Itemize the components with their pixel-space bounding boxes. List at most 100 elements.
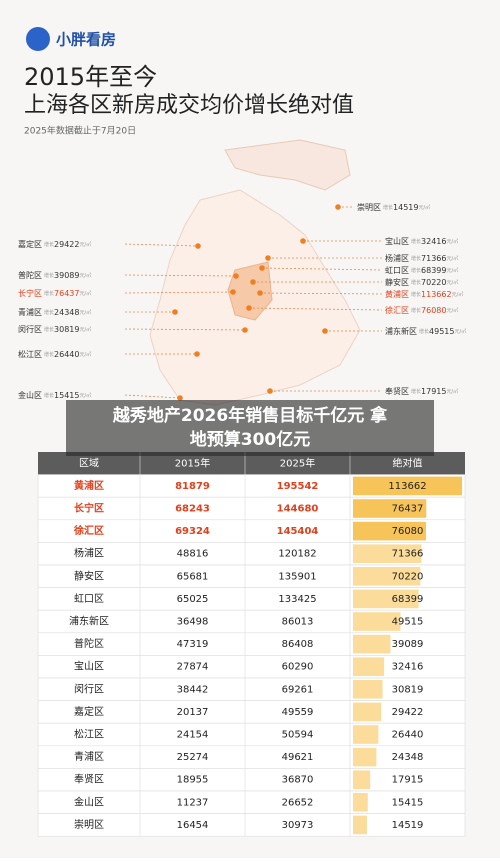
map-center xyxy=(227,261,273,321)
unit: 元/㎡ xyxy=(446,279,458,286)
unit: 元/㎡ xyxy=(79,351,91,358)
cell: 24348 xyxy=(392,752,424,763)
prefix: 增长 xyxy=(411,255,421,262)
cell: 虹口区 xyxy=(74,593,104,605)
cell: 14519 xyxy=(392,820,424,831)
cell: 闵行区 xyxy=(74,682,104,695)
cell: 20137 xyxy=(177,707,209,718)
column-header: 2015年 xyxy=(175,456,210,469)
value: 68399 xyxy=(421,266,446,275)
value: 76437 xyxy=(54,289,79,298)
bar xyxy=(353,544,422,563)
bar xyxy=(353,657,385,676)
cell: 崇明区 xyxy=(74,819,104,831)
cell: 24154 xyxy=(177,730,209,741)
value: 113662 xyxy=(421,290,452,299)
district: 静安区 xyxy=(385,277,409,287)
cell: 133425 xyxy=(278,594,316,605)
map-dot xyxy=(172,309,178,315)
bar xyxy=(353,476,462,496)
value: 49515 xyxy=(429,327,454,336)
map-dot xyxy=(250,279,256,285)
bar xyxy=(353,634,391,654)
map-dot xyxy=(230,289,236,295)
cell: 71366 xyxy=(392,549,424,560)
cell: 49515 xyxy=(392,617,424,628)
cell: 145404 xyxy=(277,526,319,537)
district: 徐汇区 xyxy=(385,305,409,315)
banner-text: 越秀地产2026年销售目标千亿元 拿 xyxy=(112,405,388,426)
map-dot xyxy=(195,243,201,249)
value: 14519 xyxy=(393,203,418,212)
cell: 15415 xyxy=(392,797,424,808)
map-label: 长宁区 增长76437元/㎡ xyxy=(18,288,91,298)
map-dot xyxy=(267,388,273,394)
cell: 嘉定区 xyxy=(74,705,104,718)
title: 上海各区新房成交均价增长绝对值 xyxy=(24,93,354,118)
cell: 50594 xyxy=(282,730,314,741)
unit: 元/㎡ xyxy=(446,388,458,395)
unit: 元/㎡ xyxy=(79,290,91,297)
cell: 49621 xyxy=(282,752,314,763)
cell: 11237 xyxy=(177,797,209,808)
value: 24348 xyxy=(54,308,79,317)
map-label: 虹口区 增长68399元/㎡ xyxy=(385,266,458,275)
value: 26440 xyxy=(54,350,79,359)
cell: 16454 xyxy=(177,820,209,831)
map-label: 嘉定区 增长29422元/㎡ xyxy=(18,239,91,249)
cell: 青浦区 xyxy=(74,750,104,763)
prefix: 增长 xyxy=(44,272,54,279)
cell: 30973 xyxy=(282,820,314,831)
cell: 徐汇区 xyxy=(73,524,104,537)
map-island xyxy=(224,139,351,191)
district: 嘉定区 xyxy=(18,239,42,249)
map-label: 浦东新区 增长49515元/㎡ xyxy=(385,326,466,336)
value: 39089 xyxy=(54,271,79,280)
map-label: 松江区 增长26440元/㎡ xyxy=(18,349,91,359)
bar xyxy=(353,521,426,541)
district: 浦东新区 xyxy=(385,326,417,336)
leader-line xyxy=(261,267,383,271)
cell: 195542 xyxy=(277,481,319,492)
brand: 小胖看房 xyxy=(56,31,116,49)
cell: 18955 xyxy=(177,775,209,786)
cell: 49559 xyxy=(282,707,314,718)
bar xyxy=(353,612,401,631)
cell: 36870 xyxy=(282,775,314,786)
leader-line xyxy=(124,274,237,277)
bar xyxy=(353,702,382,722)
cell: 金山区 xyxy=(74,795,104,808)
unit: 元/㎡ xyxy=(79,326,91,333)
cell: 29422 xyxy=(392,707,424,718)
prefix: 增长 xyxy=(411,267,421,274)
leader-line xyxy=(124,328,246,331)
column-header: 区域 xyxy=(79,456,99,469)
unit: 元/㎡ xyxy=(79,309,91,316)
cell: 69261 xyxy=(282,684,314,695)
table-header-bg xyxy=(38,452,465,475)
cell: 120182 xyxy=(278,549,316,560)
unit: 元/㎡ xyxy=(79,392,91,399)
unit: 元/㎡ xyxy=(79,241,91,248)
cell: 70220 xyxy=(392,571,424,582)
prefix: 增长 xyxy=(411,279,421,286)
district: 闵行区 xyxy=(18,324,42,334)
title: 2015年至今 xyxy=(24,63,157,91)
district: 长宁区 xyxy=(18,288,42,298)
cell: 68243 xyxy=(175,504,210,515)
cell: 浦东新区 xyxy=(69,615,109,628)
cell: 86408 xyxy=(282,639,314,650)
cell: 25274 xyxy=(177,752,209,763)
unit: 元/㎡ xyxy=(446,267,458,274)
cell: 47319 xyxy=(177,639,209,650)
bar xyxy=(353,815,367,835)
cell: 48816 xyxy=(177,549,209,560)
cell: 60290 xyxy=(282,662,314,673)
prefix: 增长 xyxy=(411,238,421,245)
column-header: 2025年 xyxy=(280,456,315,469)
cell: 黄浦区 xyxy=(74,479,104,492)
map-dot xyxy=(246,305,252,311)
district: 奉贤区 xyxy=(385,386,409,396)
prefix: 增长 xyxy=(44,309,54,316)
cell: 32416 xyxy=(392,662,424,673)
